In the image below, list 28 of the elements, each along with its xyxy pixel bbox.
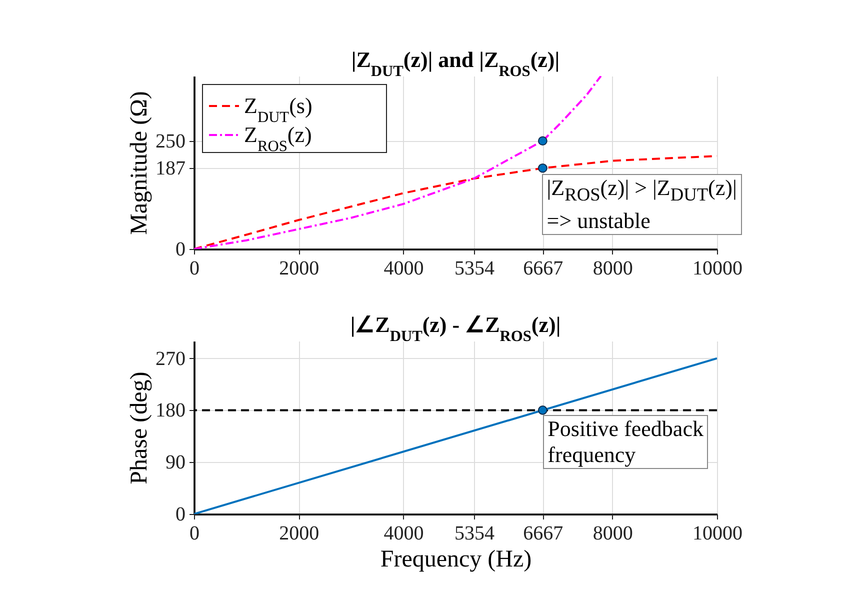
y-tick-label: 250 [156, 130, 186, 152]
chart-title: |∠Z$_{DUT}$(z) - ∠Z$_{ROS}$(z)| [350, 312, 561, 344]
y-tick-label: 180 [156, 400, 186, 422]
y-tick-label: 0 [176, 504, 186, 526]
y-axis-title: Phase (deg) [126, 372, 152, 484]
x-tick-label: 8000 [592, 258, 633, 280]
x-tick-label: 5354 [454, 258, 495, 280]
y-tick-label: 187 [156, 158, 186, 180]
x-tick-label: 8000 [592, 522, 633, 544]
x-tick-label: 6667 [523, 258, 564, 280]
x-axis-title: Frequency (Hz) [380, 546, 532, 572]
x-tick-label: 0 [190, 258, 200, 280]
chart-title: |Z$_{DUT}$(z)| and |Z$_{ROS}$(z)| [351, 47, 560, 80]
x-tick-label: 2000 [279, 258, 320, 280]
x-tick-label: 2000 [279, 522, 320, 544]
x-tick-label: 4000 [384, 258, 424, 280]
x-tick-label: 10000 [692, 522, 742, 544]
y-tick-label: 270 [156, 348, 186, 370]
x-tick-label: 10000 [692, 258, 742, 280]
x-tick-label: 4000 [384, 522, 424, 544]
x-tick-label: 6667 [523, 522, 564, 544]
text: |Z$_{ROS}$(z)| > |Z$_{DUT}$(z)| => unstable [546, 175, 737, 233]
y-tick-label: 0 [176, 238, 186, 260]
x-tick-label: 5354 [454, 522, 495, 544]
annotation: Positive feedback frequency [542, 415, 708, 470]
y-tick-label: 90 [166, 452, 186, 474]
y-axis-title: Magnitude (Ω) [126, 91, 152, 235]
x-tick-label: 0 [190, 522, 200, 544]
